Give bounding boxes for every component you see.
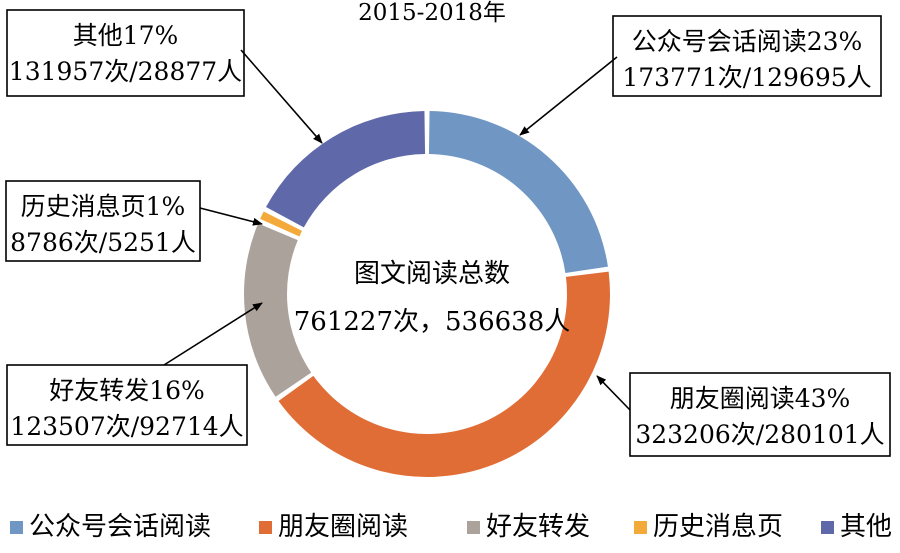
legend-label: 好友转发: [486, 512, 590, 542]
donut-slice-5: [266, 111, 426, 228]
slice-label: 公众号会话阅读23%: [632, 27, 863, 56]
slice-count-label: 323206次/280101人: [635, 420, 884, 449]
callout-3: 好友转发16% 123507次/92714人: [6, 364, 248, 446]
callout-box: [629, 372, 891, 457]
slice-label: 其他17%: [73, 21, 179, 50]
slice-label: 历史消息页1%: [21, 192, 186, 221]
slice-count-label: 8786次/5251人: [10, 228, 196, 257]
callout-arrow: [163, 302, 263, 366]
legend-swatch: [10, 521, 23, 534]
slice-label: 朋友圈阅读43%: [670, 384, 851, 413]
legend-swatch: [259, 521, 272, 534]
center-label-title: 图文阅读总数: [354, 259, 510, 289]
callout-arrow: [519, 56, 618, 136]
legend-swatch: [821, 521, 834, 534]
legend-label: 公众号会话阅读: [29, 512, 211, 542]
legend-label: 朋友圈阅读: [278, 512, 408, 542]
legend-item-4: 历史消息页: [634, 512, 783, 542]
legend: 公众号会话阅读 朋友圈阅读 好友转发 历史消息页 其他: [10, 512, 892, 542]
callout-4: 历史消息页1% 8786次/5251人: [5, 180, 201, 262]
callout-2: 朋友圈阅读43% 323206次/280101人: [629, 372, 891, 457]
legend-item-1: 公众号会话阅读: [10, 512, 211, 542]
legend-item-3: 好友转发: [467, 512, 590, 542]
callout-arrow: [240, 49, 323, 144]
donut-ring: [244, 111, 610, 477]
slice-count-label: 131957次/28877人: [9, 57, 242, 86]
callout-1: 公众号会话阅读23% 173771次/129695人: [612, 15, 882, 97]
slice-count-label: 173771次/129695人: [622, 63, 871, 92]
chart-title: 2015-2018年: [358, 0, 506, 26]
legend-item-2: 朋友圈阅读: [259, 512, 408, 542]
callout-arrow: [596, 375, 631, 411]
callout-box: [6, 364, 248, 446]
legend-item-5: 其他: [821, 512, 892, 542]
donut-slice-2: [278, 271, 610, 477]
donut-slice-1: [428, 111, 608, 274]
legend-swatch: [467, 521, 480, 534]
callout-5: 其他17% 131957次/28877人: [6, 9, 245, 97]
callout-box: [612, 15, 882, 97]
slice-label: 好友转发16%: [49, 376, 205, 405]
callout-box: [5, 180, 201, 262]
callout-box: [6, 9, 245, 97]
legend-label: 其他: [840, 512, 892, 542]
center-label-total: 761227次，536638人: [294, 307, 571, 337]
donut-slice-3: [244, 223, 312, 397]
slice-count-label: 123507次/92714人: [10, 412, 243, 441]
donut-slice-4: [260, 211, 303, 237]
legend-swatch: [634, 521, 647, 534]
legend-label: 历史消息页: [653, 512, 783, 542]
callout-arrow: [199, 207, 263, 226]
